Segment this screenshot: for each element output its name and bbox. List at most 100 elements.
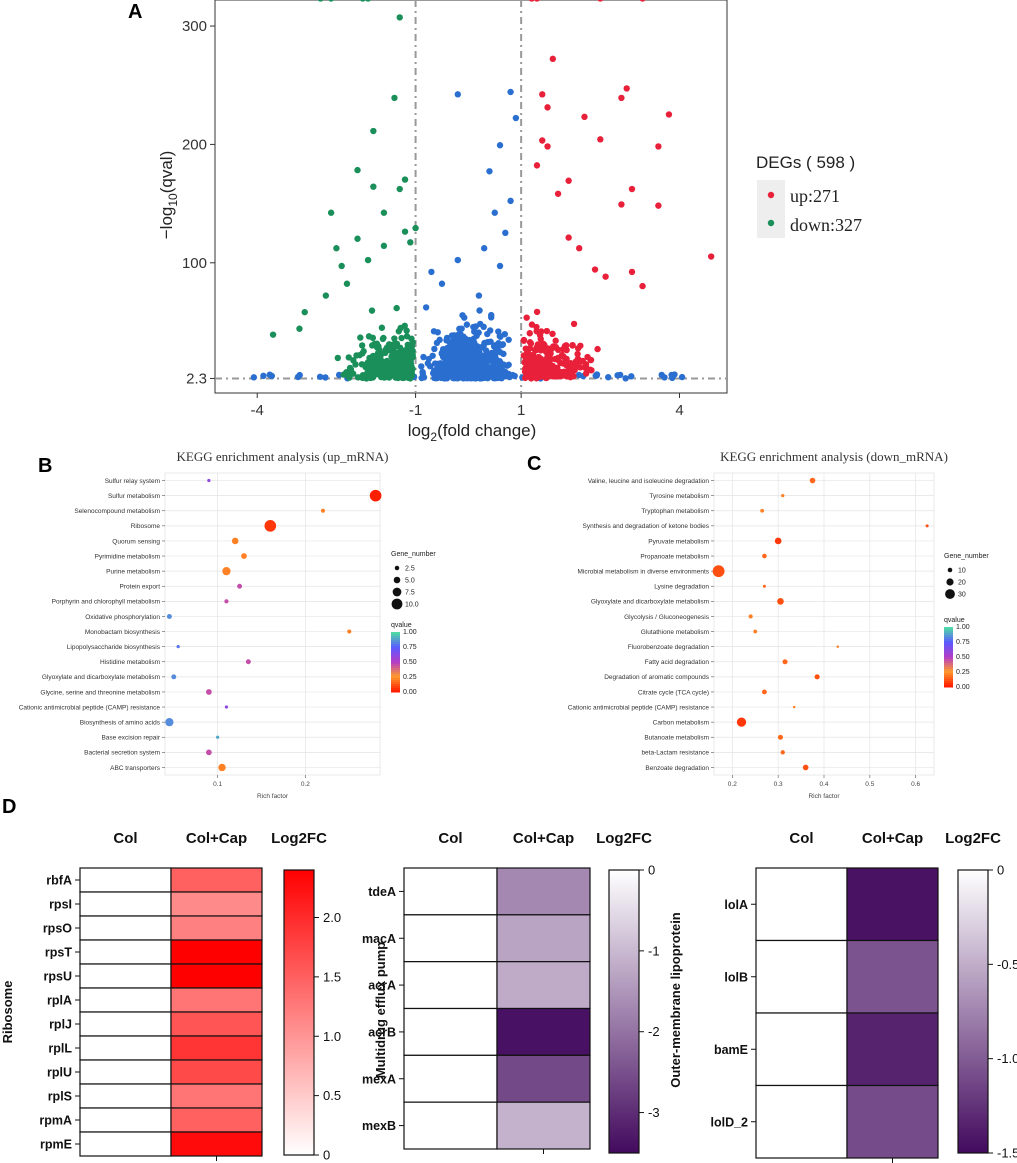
point-ns: [487, 327, 494, 334]
kegg-x-tick-label: 0.4: [819, 781, 828, 788]
point-down: [269, 331, 277, 338]
point-up: [533, 308, 541, 316]
kegg-category-label: Carbon metabolism: [653, 719, 709, 726]
point-down: [334, 354, 342, 362]
color-legend-segment: [944, 665, 953, 668]
color-legend-segment: [944, 663, 953, 666]
point-up: [587, 356, 594, 364]
point-up: [523, 314, 530, 321]
color-legend-segment: [944, 667, 953, 670]
kegg-category-label: Pyrimidine metabolism: [95, 553, 160, 560]
y-tick-label: 2.3: [186, 370, 207, 387]
point-ns: [454, 256, 462, 264]
point-down: [380, 242, 388, 250]
point-ns: [445, 362, 453, 369]
point-ns: [429, 352, 436, 359]
panel-letter-a: A: [128, 1, 142, 23]
heatmap-row-label: tdeA: [368, 885, 396, 899]
point-down: [370, 127, 377, 135]
point-up: [554, 346, 562, 354]
color-legend-segment: [391, 658, 400, 661]
color-legend-tick: 0.75: [403, 644, 417, 651]
kegg-bubble: [780, 750, 785, 755]
color-legend-segment: [944, 647, 953, 650]
point-down: [390, 362, 397, 370]
point-up: [533, 344, 540, 352]
colorbar-tick-label: -0.5: [997, 957, 1017, 972]
colorbar-title: Log2FC: [271, 830, 327, 847]
point-down: [379, 335, 387, 343]
point-ns: [471, 353, 479, 360]
heatmap-cell-col: [79, 1107, 172, 1133]
kegg-up-plot: KEGG enrichment analysis (up_mRNA) 0.1 0.2…: [19, 449, 437, 800]
point-down: [409, 353, 417, 361]
point-down: [354, 166, 361, 174]
kegg-category-label: Glycolysis / Gluconeogenesis: [624, 614, 710, 621]
colorbar-tick-label: 0: [997, 863, 1004, 878]
color-legend-segment: [391, 636, 400, 639]
point-ns: [469, 365, 477, 373]
kegg-category-label: Cationic antimicrobial peptide (CAMP) re…: [568, 704, 710, 711]
kegg-category-label: Histidine metabolism: [100, 659, 160, 666]
point-up: [569, 342, 576, 349]
point-up: [597, 0, 604, 2]
heatmap-row-label: mexA: [362, 1072, 396, 1086]
point-up: [639, 0, 646, 2]
point-down: [382, 349, 389, 357]
color-legend-segment: [391, 632, 400, 635]
point-down: [396, 14, 403, 21]
kegg-bubble: [216, 735, 220, 739]
point-down: [391, 335, 398, 342]
panel-letter-d: D: [2, 796, 16, 818]
point-down: [352, 361, 359, 368]
kegg-bubble: [205, 749, 212, 756]
point-ns: [463, 362, 471, 369]
point-up: [572, 363, 580, 370]
point-up: [588, 367, 595, 374]
point-up: [628, 268, 636, 276]
heatmap-efflux: Col Col+Cap Log2FC tdeA macA acrA acrB mexA mexB…: [362, 830, 660, 1154]
colorbar-title: Log2FC: [596, 830, 652, 847]
kegg-category-label: Base excision repair: [101, 735, 160, 742]
point-down: [380, 371, 387, 379]
x-axis-label-sub: 2: [430, 430, 437, 444]
color-legend-segment: [944, 677, 953, 680]
color-legend-segment: [391, 682, 400, 685]
color-legend-segment: [391, 666, 400, 669]
kegg-bubble: [320, 508, 325, 513]
kegg-category-label: Lipopolysaccharide biosynthesis: [67, 644, 161, 651]
point-ns: [316, 373, 324, 380]
point-up: [591, 266, 599, 273]
heatmap-cell-colcap: [170, 867, 263, 893]
kegg-category-label: Bacterial secretion system: [84, 750, 160, 757]
size-legend-label: 30: [958, 592, 966, 599]
heatmap-cell-colcap: [496, 867, 591, 916]
color-legend-segment: [944, 635, 953, 638]
point-down: [374, 369, 382, 377]
point-ns: [480, 245, 488, 252]
point-ns: [481, 374, 488, 382]
kegg-bubble: [925, 524, 929, 528]
point-ns: [430, 328, 438, 335]
point-up: [602, 273, 609, 280]
point-ns: [455, 331, 462, 338]
kegg-category-label: Fatty acid degradation: [645, 659, 710, 666]
kegg-x-tick-label: 0.5: [865, 781, 874, 788]
heatmap-column-header: Col: [438, 830, 462, 847]
point-down: [359, 372, 367, 379]
point-ns: [456, 325, 463, 333]
color-legend-segment: [391, 640, 400, 643]
kegg-category-label: Butanoate metabolism: [644, 735, 709, 742]
kegg-bubble: [777, 598, 784, 605]
kegg-bubble: [264, 520, 277, 532]
point-down: [333, 245, 340, 252]
point-down: [376, 362, 383, 370]
point-up: [655, 202, 662, 209]
kegg-x-tick-label: 0.2: [301, 781, 310, 788]
heatmap-cell-col: [403, 1101, 498, 1150]
legend-key-bg: [757, 180, 785, 238]
point-ns: [478, 360, 485, 367]
kegg-category-label: Sulfur relay system: [105, 478, 160, 485]
point-ns: [443, 334, 451, 342]
